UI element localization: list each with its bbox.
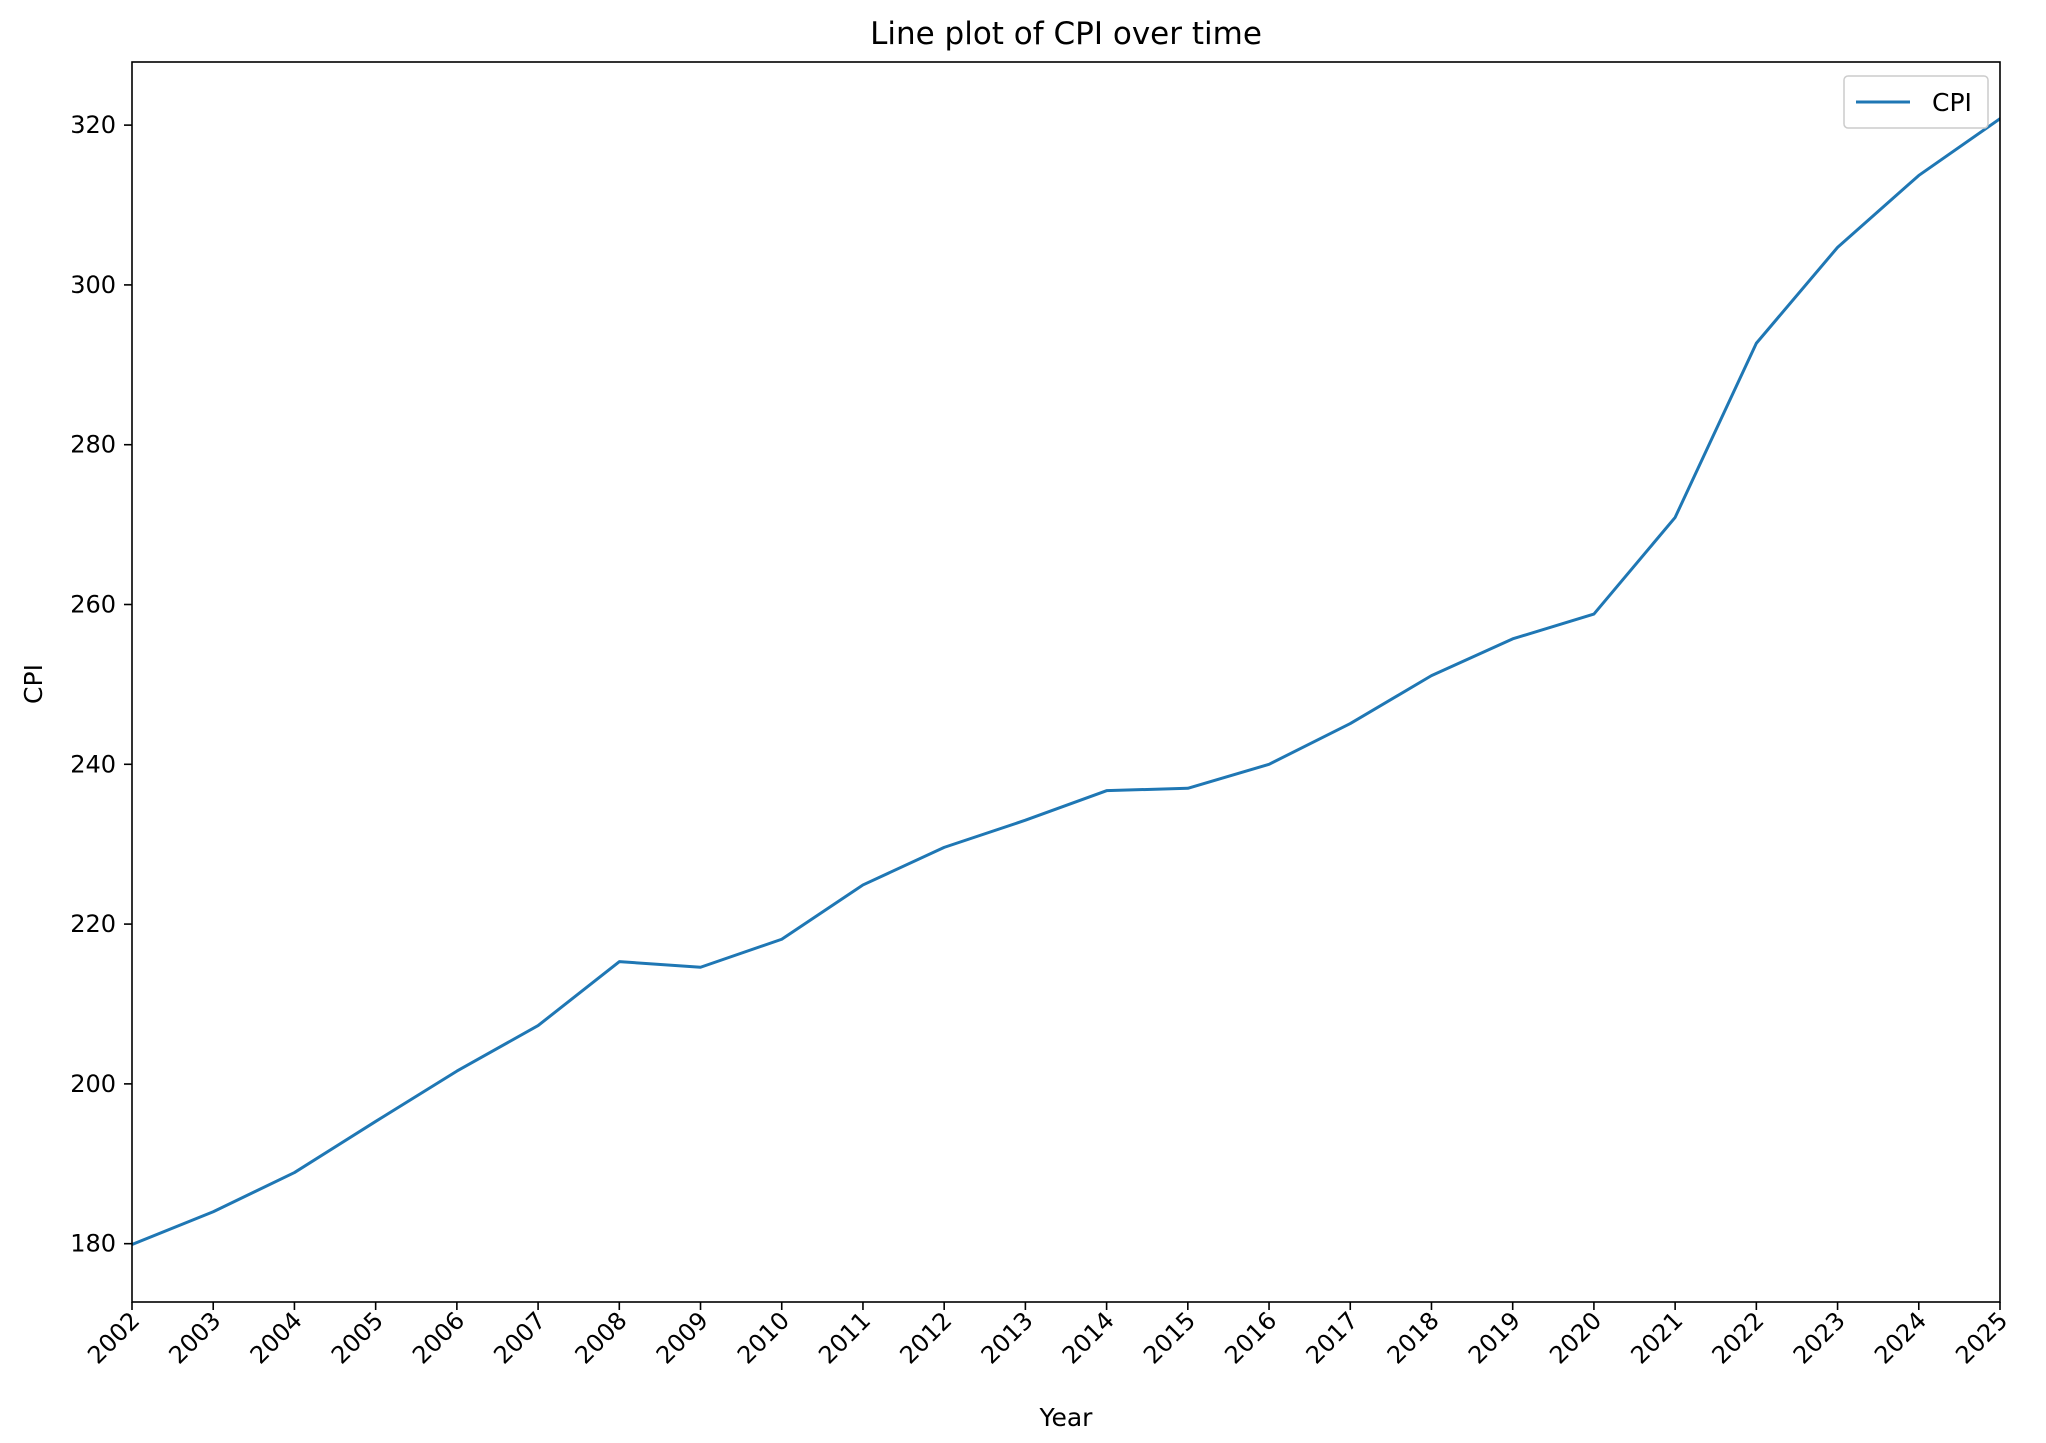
plot-frame — [131, 61, 2001, 1303]
data-point — [374, 1120, 377, 1123]
y-axis-label: CPI — [19, 664, 48, 704]
data-point — [618, 960, 621, 963]
y-tick-label: 200 — [70, 1070, 116, 1098]
data-point — [212, 1210, 215, 1213]
data-point — [1186, 787, 1189, 790]
data-point — [1511, 637, 1514, 640]
legend-label: CPI — [1932, 88, 1972, 117]
chart-title: Line plot of CPI over time — [870, 16, 1262, 52]
y-tick-label: 300 — [70, 271, 116, 299]
legend: CPI — [1843, 75, 1989, 129]
data-point — [1268, 763, 1271, 766]
y-tick-label: 240 — [70, 750, 116, 778]
data-point — [1836, 246, 1839, 249]
data-point — [861, 883, 864, 886]
series-line-cpi — [132, 116, 2000, 1247]
data-point — [1349, 722, 1352, 725]
data-point — [1024, 819, 1027, 822]
data-point — [293, 1171, 296, 1174]
y-tick-label: 280 — [70, 431, 116, 459]
data-point — [943, 846, 946, 849]
y-tick-label: 220 — [70, 910, 116, 938]
data-point — [1430, 674, 1433, 677]
x-axis-label: Year — [1039, 1403, 1094, 1432]
plot-area — [132, 116, 2000, 1247]
data-point — [537, 1024, 540, 1027]
data-point — [455, 1070, 458, 1073]
data-point — [1755, 342, 1758, 345]
y-tick-label: 320 — [70, 111, 116, 139]
y-tick-label: 180 — [70, 1230, 116, 1258]
data-point — [699, 966, 702, 969]
legend-box — [1843, 75, 1989, 129]
y-tick-label: 260 — [70, 591, 116, 619]
data-point — [1674, 516, 1677, 519]
data-point — [1105, 789, 1108, 792]
data-point — [780, 938, 783, 941]
data-point — [1592, 613, 1595, 616]
data-point — [1917, 174, 1920, 177]
